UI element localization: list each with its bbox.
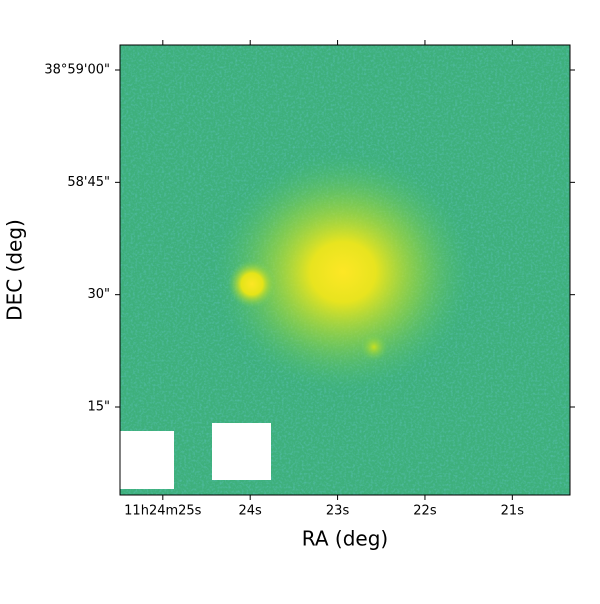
x-tick-label: 22s <box>413 504 437 519</box>
x-tick-label: 11h24m25s <box>124 504 202 519</box>
x-axis-label: RA (deg) <box>302 527 388 551</box>
x-tick-label: 21s <box>501 504 525 519</box>
y-tick-label: 38°59'00" <box>44 63 110 78</box>
x-tick-label: 24s <box>239 504 263 519</box>
y-tick-label: 15" <box>87 400 110 415</box>
y-tick-label: 58'45" <box>67 175 110 190</box>
y-axis-label: DEC (deg) <box>3 219 27 321</box>
y-tick-label: 30" <box>87 287 110 302</box>
plot-frame <box>119 44 571 496</box>
x-tick-label: 23s <box>326 504 350 519</box>
sky-image <box>120 45 570 495</box>
